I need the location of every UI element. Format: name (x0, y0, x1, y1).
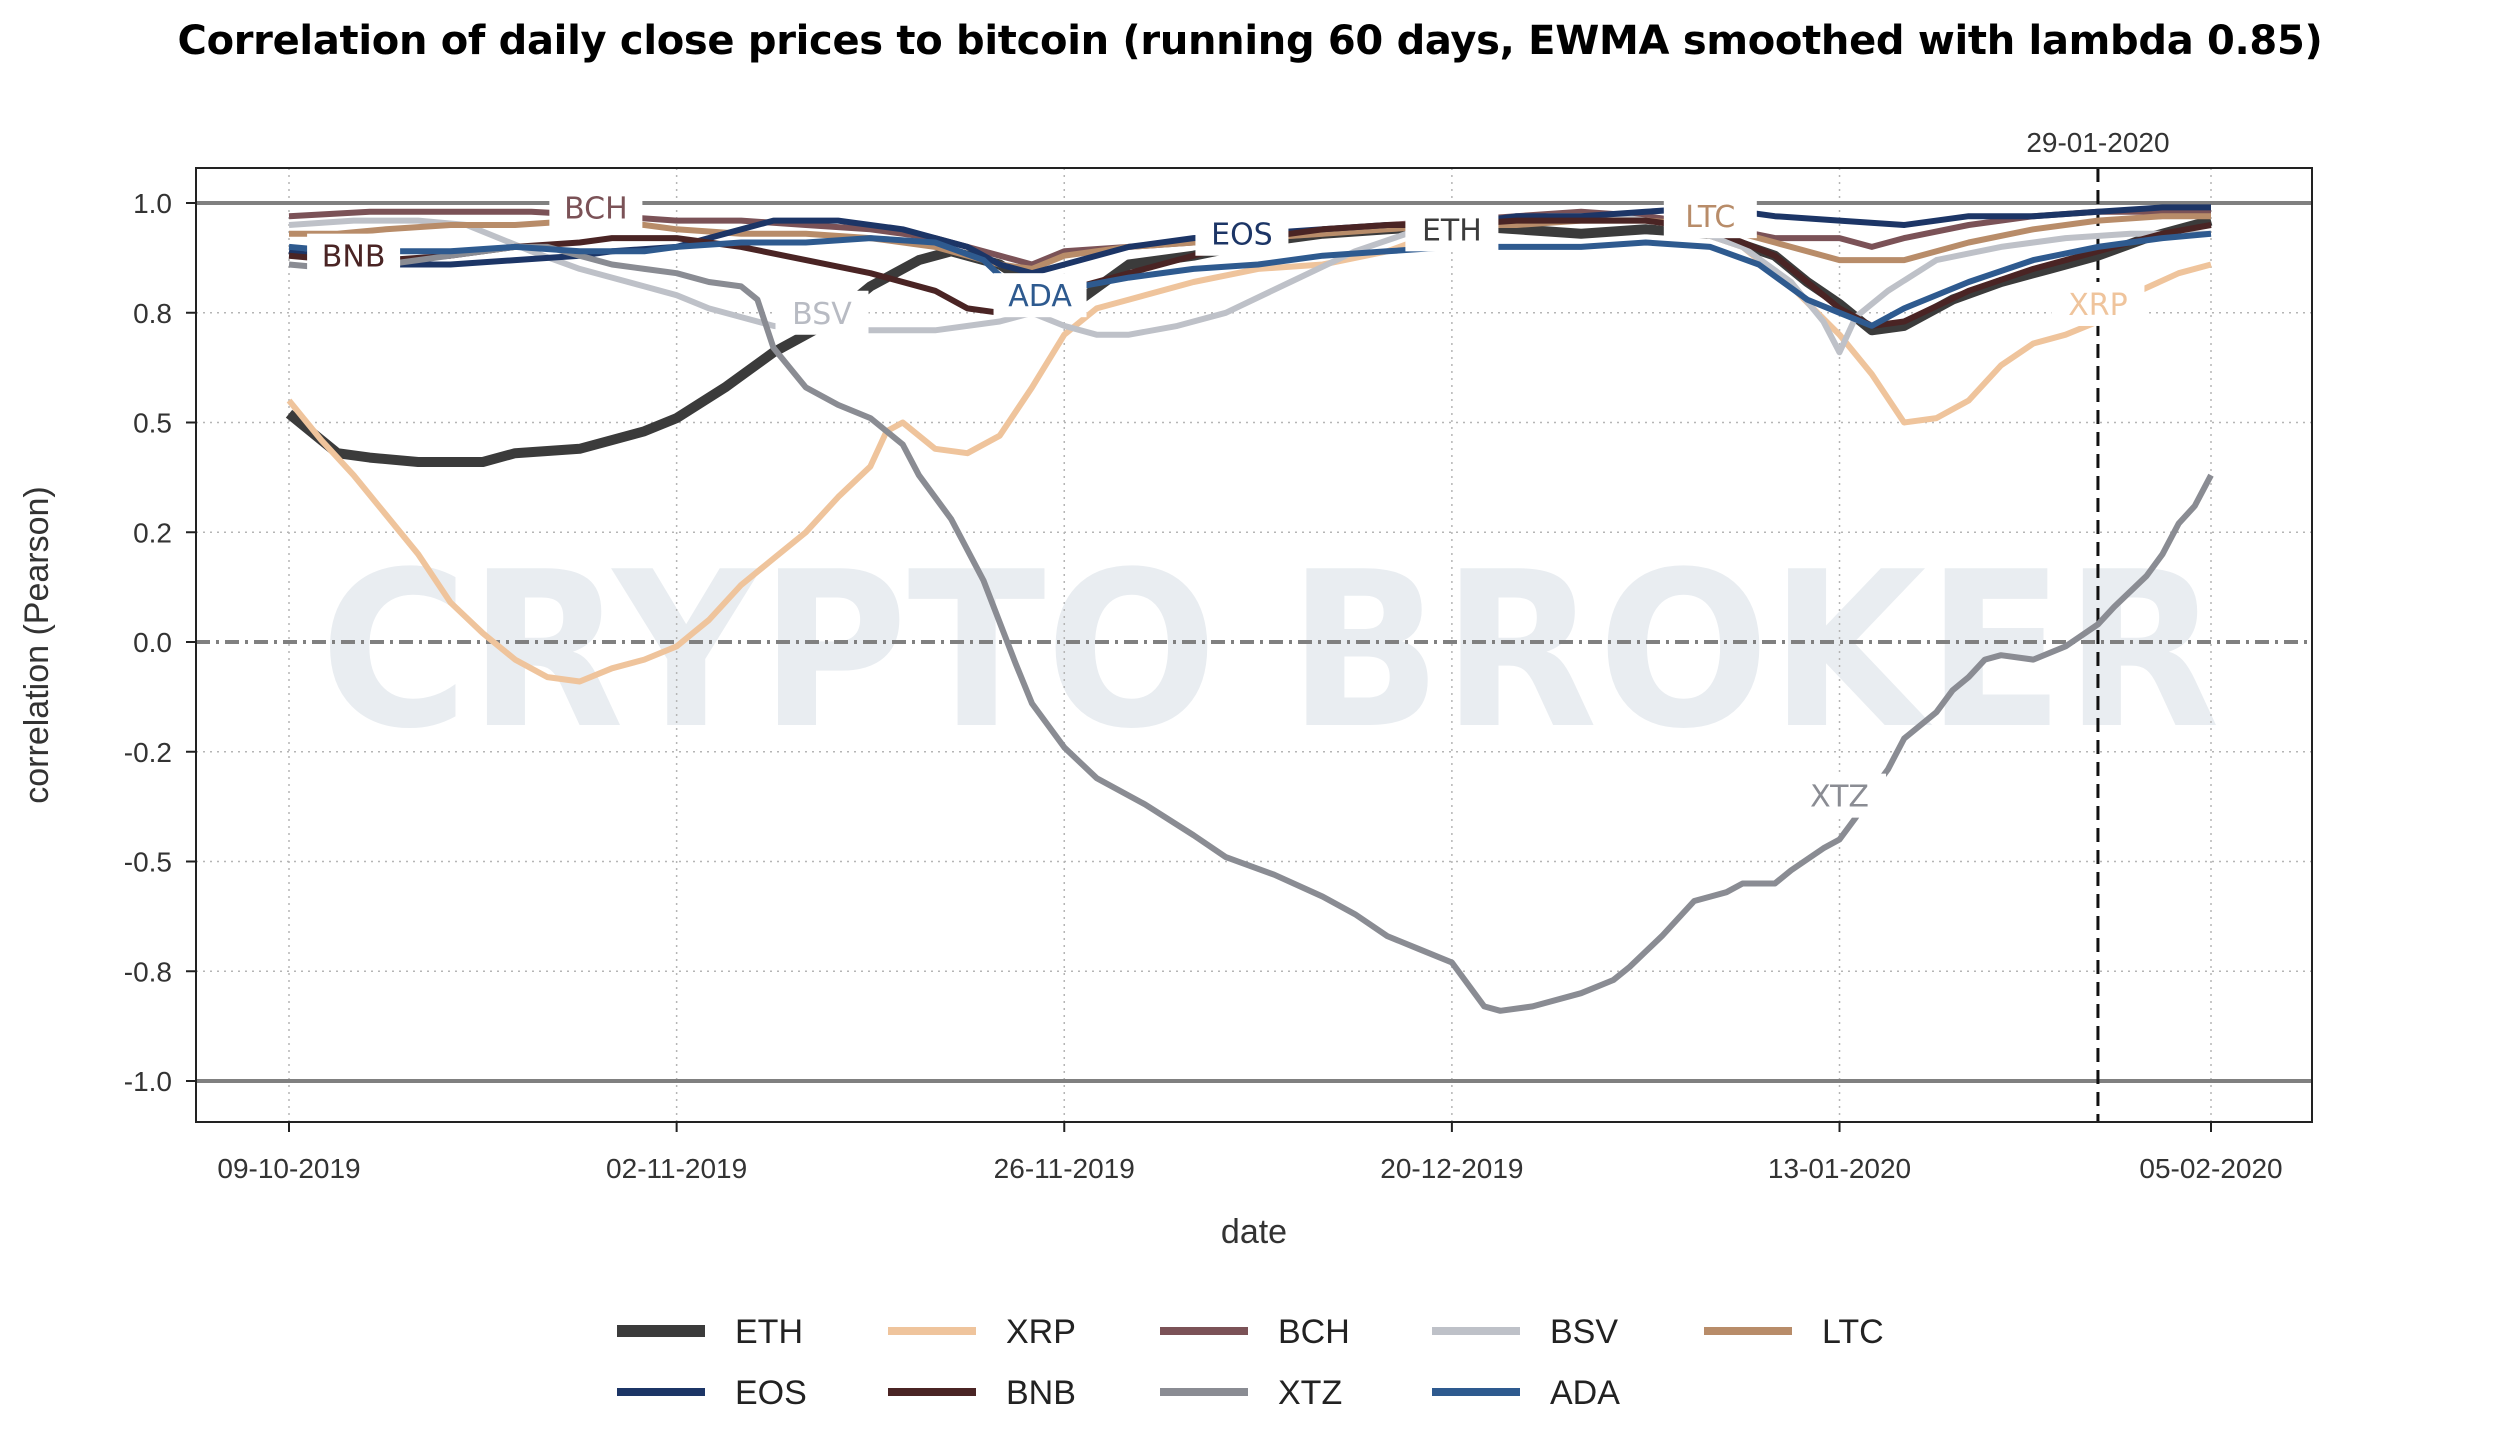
gridlines (196, 168, 2312, 1122)
legend-label: LTC (1822, 1313, 1884, 1351)
legend-item-eth: ETH (617, 1313, 803, 1351)
reference-lines: 29-01-2020 (196, 127, 2312, 1122)
x-tick-label: 09-10-2019 (217, 1153, 360, 1184)
series-label-xtz: XTZ (1810, 780, 1869, 815)
y-axis-label: correlation (Pearson) (18, 486, 56, 803)
y-tick-label: -0.2 (124, 737, 172, 768)
y-tick-label: -0.5 (124, 847, 172, 878)
series-label-background (307, 233, 401, 278)
series-label-background (1663, 194, 1757, 239)
watermark: CRYPTO BROKER (320, 525, 2220, 776)
series-label-ada: ADA (1008, 279, 1072, 314)
legend-item-bch: BCH (1160, 1313, 1350, 1351)
series-label-background (775, 290, 869, 335)
legend-label: XTZ (1278, 1374, 1342, 1412)
series-label-bnb: BNB (322, 240, 386, 275)
series-label-eos: EOS (1211, 218, 1273, 253)
legend: ETH XRP BCH BSV LTC EOS BNB XTZ ADA (617, 1313, 1884, 1412)
series-label-bch: BCH (564, 191, 628, 226)
legend-item-bnb: BNB (888, 1374, 1076, 1412)
legend-item-eos: EOS (617, 1374, 807, 1412)
legend-item-bsv: BSV (1432, 1313, 1618, 1351)
x-tick-label: 02-11-2019 (606, 1153, 747, 1184)
series-line-xtz (288, 243, 2214, 1014)
y-tick-label: 0.2 (133, 517, 172, 548)
series-line-ada (288, 230, 2212, 329)
y-tick-label: 1.0 (133, 188, 172, 219)
legend-item-ltc: LTC (1704, 1313, 1884, 1351)
legend-label: XRP (1006, 1313, 1076, 1351)
legend-label: BNB (1006, 1374, 1076, 1412)
y-tick-label: -0.8 (124, 956, 172, 987)
watermark-text: CRYPTO BROKER (320, 525, 2220, 776)
legend-item-xrp: XRP (888, 1313, 1076, 1351)
x-tick-label: 05-02-2020 (2139, 1153, 2282, 1184)
y-tick-label: 0.8 (133, 298, 172, 329)
x-tick-label: 20-12-2019 (1380, 1153, 1523, 1184)
series-inline-labels: ETH XRP BCH BSV LTC EOS BNB XTZ ADA (307, 185, 2145, 818)
y-tick-label: -1.0 (124, 1066, 172, 1097)
x-tick-label: 26-11-2019 (994, 1153, 1135, 1184)
legend-label: ETH (735, 1313, 803, 1351)
y-tick-label: 0.0 (133, 627, 172, 658)
series-label-xrp: XRP (2068, 288, 2128, 323)
series-label-background (549, 185, 643, 230)
legend-item-ada: ADA (1432, 1374, 1620, 1412)
axes: 1.0 0.8 0.5 0.2 0.0 -0.2 -0.5 -0.8 -1.0 09-10-201… (18, 167, 2313, 1251)
series-label-background (2051, 281, 2145, 326)
y-tick-label: 0.5 (133, 408, 172, 439)
series-label-background (1405, 207, 1499, 252)
legend-label: ADA (1550, 1374, 1620, 1412)
legend-item-xtz: XTZ (1160, 1374, 1342, 1412)
series-label-background (1195, 211, 1289, 256)
series-label-background (993, 273, 1087, 318)
series-label-bsv: BSV (792, 297, 852, 332)
series-label-eth: ETH (1422, 213, 1482, 248)
series-label-ltc: LTC (1685, 200, 1735, 235)
marker-date-label: 29-01-2020 (2026, 127, 2169, 158)
series-line-xrp (286, 213, 2212, 685)
chart-title: Correlation of daily close prices to bit… (177, 18, 2323, 64)
x-tick-label: 13-01-2020 (1768, 1153, 1911, 1184)
legend-label: EOS (735, 1374, 807, 1412)
series-line-bsv (288, 213, 2211, 356)
series-label-background (1793, 773, 1887, 818)
legend-label: BSV (1550, 1313, 1618, 1351)
legend-label: BCH (1278, 1313, 1350, 1351)
plot-frame (195, 167, 2313, 1123)
x-axis-label: date (1221, 1213, 1287, 1251)
